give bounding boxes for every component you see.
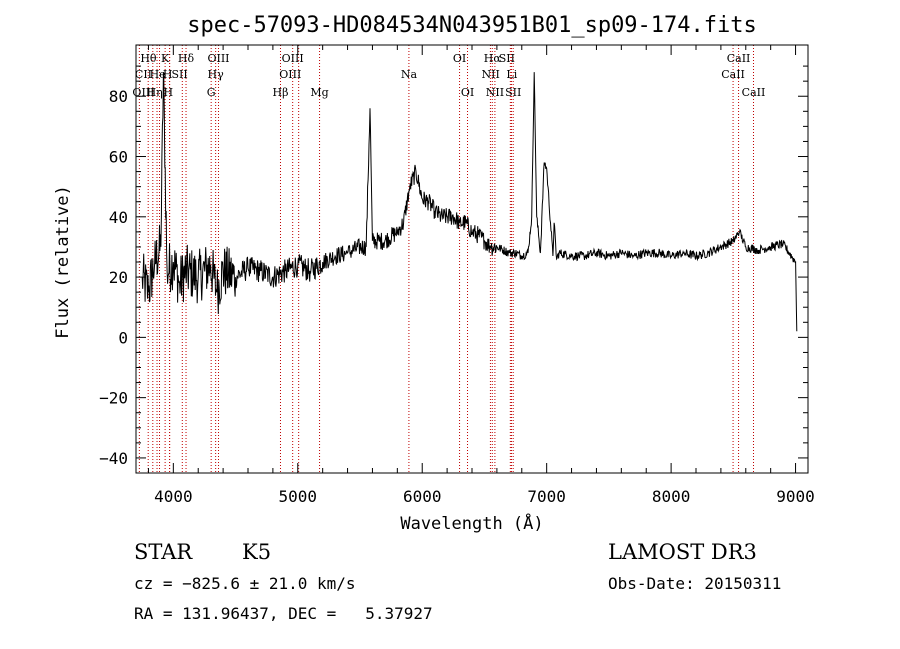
line-label: OIII — [207, 52, 229, 65]
line-label: Na — [401, 68, 418, 81]
x-tick-label: 9000 — [776, 487, 815, 506]
line-label: Hγ — [208, 68, 225, 81]
line-label: K — [161, 52, 170, 65]
y-tick-label: 80 — [109, 87, 128, 106]
x-tick-label: 8000 — [652, 487, 691, 506]
line-label: Hθ — [140, 52, 157, 65]
line-label: OI — [453, 52, 466, 65]
line-label: Li — [506, 68, 517, 81]
velocity-readout: cz = −825.6 ± 21.0 km/s — [134, 574, 356, 593]
x-tick-label: 6000 — [403, 487, 442, 506]
line-label: SII — [505, 86, 521, 99]
line-label: CaII — [742, 86, 766, 99]
y-tick-label: −20 — [99, 389, 128, 408]
x-axis-label: Wavelength (Å) — [400, 512, 543, 534]
x-tick-label: 4000 — [154, 487, 193, 506]
line-label: H — [163, 68, 173, 81]
object-subclass: K5 — [242, 540, 272, 564]
line-label: CaII — [721, 68, 745, 81]
line-label: He — [150, 68, 166, 81]
line-label: NII — [482, 68, 500, 81]
line-label: CII — [135, 68, 152, 81]
x-tick-label: 7000 — [527, 487, 566, 506]
line-label: H — [164, 86, 174, 99]
line-label: G — [207, 86, 216, 99]
object-class: STAR — [134, 540, 193, 564]
y-tick-label: 20 — [109, 268, 128, 287]
line-label: Mg — [310, 86, 328, 99]
obs-date: Obs-Date: 20150311 — [608, 574, 782, 593]
x-tick-label: 5000 — [279, 487, 318, 506]
line-label: SII — [171, 68, 187, 81]
plot-frame — [135, 44, 809, 474]
line-label: OIII — [279, 68, 301, 81]
y-tick-label: −40 — [99, 449, 128, 468]
y-axis-label: Flux (relative) — [53, 185, 73, 339]
line-label: Hβ — [273, 86, 289, 99]
line-label: NII — [486, 86, 504, 99]
survey-name: LAMOST DR3 — [608, 540, 757, 564]
line-label: OI — [461, 86, 474, 99]
y-tick-label: 40 — [109, 208, 128, 227]
chart-title: spec-57093-HD084534N043951B01_sp09-174.f… — [187, 13, 757, 38]
line-label: Hα — [484, 52, 502, 65]
axis-ticks: 4000 5000 6000 7000 8000 9000 −40 −20 0 20 40 60 80 — [99, 45, 815, 506]
line-label: OIII — [282, 52, 304, 65]
y-tick-label: 60 — [109, 148, 128, 167]
line-label: Hδ — [178, 52, 195, 65]
y-tick-label: 0 — [118, 328, 128, 347]
line-label: SII — [499, 52, 515, 65]
coordinates: RA = 131.96437, DEC = 5.37927 — [134, 604, 433, 623]
line-label: Hη — [147, 86, 163, 99]
line-label: CaII — [727, 52, 751, 65]
spectrum-series-line — [141, 72, 798, 332]
